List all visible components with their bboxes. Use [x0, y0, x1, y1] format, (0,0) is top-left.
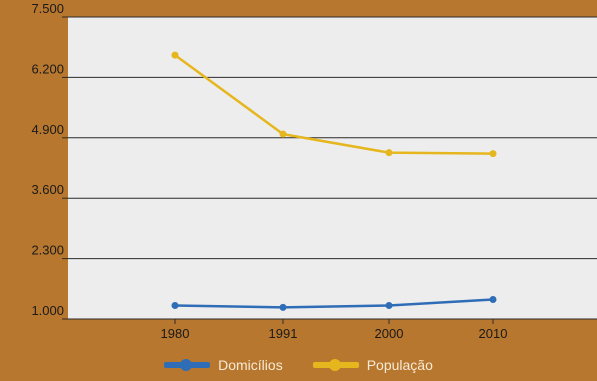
data-point-populacao	[489, 150, 497, 158]
y-axis-ticks: 1.000 2.300 3.600 4.900 6.200 7.500	[31, 1, 68, 320]
series-line-domicilios	[174, 298, 494, 309]
legend: Domicílios População	[0, 352, 597, 378]
gridlines	[68, 16, 597, 320]
data-point-domicilios	[279, 303, 287, 311]
x-tick-label: 1991	[269, 326, 298, 341]
data-point-populacao	[385, 149, 393, 157]
y-tick-label: 4.900	[31, 122, 64, 137]
y-tick-label: 6.200	[31, 61, 64, 76]
legend-item-domicilios[interactable]: Domicílios	[164, 357, 283, 373]
series-line-populacao	[174, 54, 494, 155]
y-tick-label: 7.500	[31, 1, 64, 16]
x-tick-label: 2000	[375, 326, 404, 341]
series-lines	[171, 51, 497, 311]
x-tick-label: 1980	[161, 326, 190, 341]
legend-swatch-domicilios	[164, 359, 211, 371]
legend-label-populacao: População	[366, 357, 433, 373]
legend-item-populacao[interactable]: População	[312, 357, 433, 373]
data-point-domicilios	[171, 302, 179, 310]
x-tick-label: 2010	[479, 326, 508, 341]
legend-swatch-populacao	[312, 359, 359, 371]
y-tick-label: 1.000	[31, 303, 64, 318]
plot-area	[68, 17, 597, 319]
legend-label-domicilios: Domicílios	[218, 357, 283, 373]
data-point-domicilios	[489, 295, 497, 303]
data-point-populacao	[279, 130, 287, 138]
y-tick-label: 3.600	[31, 182, 64, 197]
x-axis-ticks: 1980 1991 2000 2010	[161, 319, 508, 341]
data-point-domicilios	[385, 302, 393, 310]
y-tick-label: 2.300	[31, 243, 64, 258]
data-point-populacao	[171, 51, 179, 59]
